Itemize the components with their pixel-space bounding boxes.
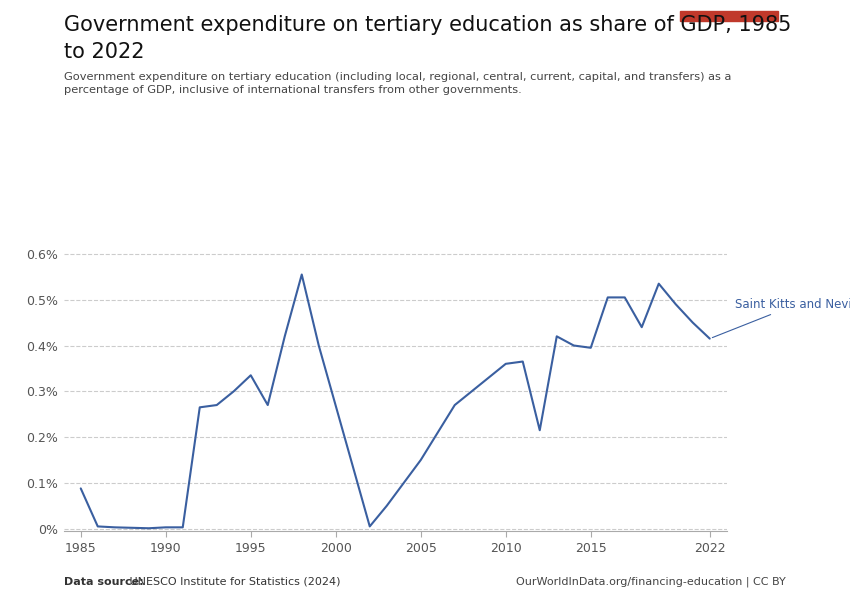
Bar [680, 11, 778, 20]
Text: to 2022: to 2022 [64, 42, 144, 62]
Text: Data source:: Data source: [64, 577, 144, 587]
Text: Our World: Our World [701, 28, 756, 37]
Text: Government expenditure on tertiary education (including local, regional, central: Government expenditure on tertiary educa… [64, 72, 731, 95]
Text: Government expenditure on tertiary education as share of GDP, 1985: Government expenditure on tertiary educa… [64, 15, 791, 35]
Text: OurWorldInData.org/financing-education | CC BY: OurWorldInData.org/financing-education |… [517, 576, 786, 587]
Text: in Data: in Data [709, 43, 749, 53]
Text: UNESCO Institute for Statistics (2024): UNESCO Institute for Statistics (2024) [126, 577, 340, 587]
Text: Saint Kitts and Nevis: Saint Kitts and Nevis [712, 298, 850, 338]
